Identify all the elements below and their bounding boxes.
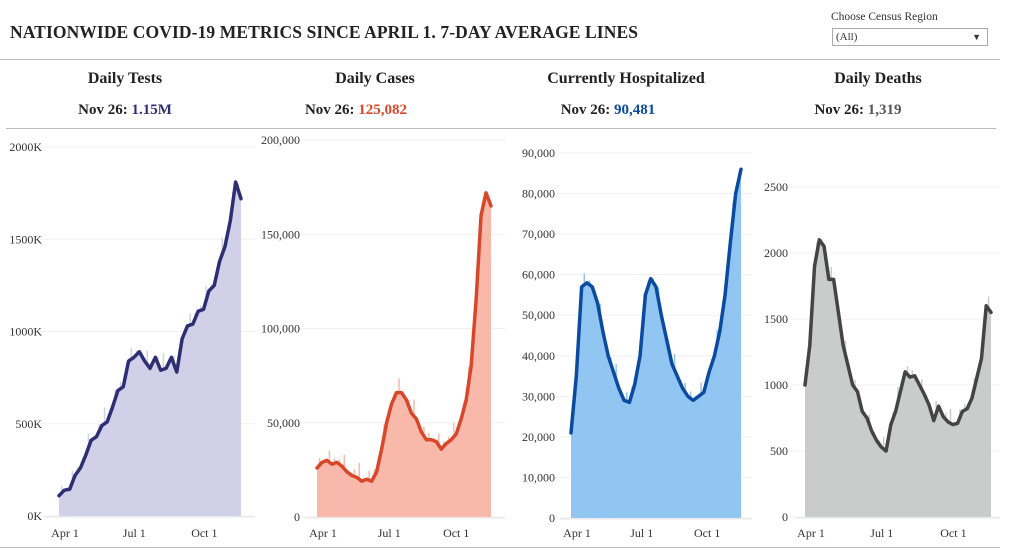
panel-value-cases: Nov 26: 125,082 bbox=[231, 102, 481, 119]
area-fill bbox=[571, 169, 741, 518]
x-tick-label: Jul 1 bbox=[378, 526, 401, 540]
chevron-down-icon: ▼ bbox=[972, 32, 981, 42]
dashboard-title: NATIONWIDE COVID-19 METRICS SINCE APRIL … bbox=[10, 22, 639, 42]
value-number: 1.15M bbox=[131, 102, 172, 118]
y-tick-label: 2000K bbox=[9, 140, 42, 154]
y-tick-label: 30,000 bbox=[522, 389, 555, 403]
avg-line bbox=[803, 238, 993, 453]
y-tick-label: 200,000 bbox=[261, 133, 300, 147]
avg-line bbox=[569, 167, 743, 435]
y-tick-label: 70,000 bbox=[522, 227, 555, 241]
avg-line bbox=[57, 180, 243, 498]
y-tick-label: 2000 bbox=[764, 246, 788, 260]
panel-value-hospitalized: Nov 26: 90,481 bbox=[483, 102, 733, 119]
y-tick-label: 10,000 bbox=[522, 470, 555, 484]
y-tick-label: 40,000 bbox=[522, 349, 555, 363]
x-tick-label: Oct 1 bbox=[191, 526, 217, 540]
y-tick-label: 90,000 bbox=[522, 146, 555, 160]
y-tick-label: 50,000 bbox=[522, 308, 555, 322]
divider bbox=[0, 59, 1000, 60]
y-tick-label: 500K bbox=[15, 417, 42, 431]
y-tick-label: 1500 bbox=[764, 312, 788, 326]
value-number: 125,082 bbox=[358, 102, 408, 118]
value-number: 1,319 bbox=[867, 102, 902, 118]
value-date: Nov 26: bbox=[304, 102, 355, 118]
x-tick-label: Oct 1 bbox=[940, 526, 966, 540]
y-tick-label: 100,000 bbox=[261, 322, 300, 336]
panel-value-deaths: Nov 26: 1,319 bbox=[733, 102, 983, 119]
y-tick-label: 0 bbox=[549, 511, 555, 525]
panel-title-tests: Daily Tests bbox=[87, 70, 163, 87]
avg-line bbox=[315, 191, 493, 483]
x-tick-label: Apr 1 bbox=[309, 526, 337, 540]
x-tick-label: Jul 1 bbox=[630, 526, 653, 540]
x-tick-label: Jul 1 bbox=[870, 526, 893, 540]
y-tick-label: 80,000 bbox=[522, 187, 555, 201]
value-date: Nov 26: bbox=[78, 102, 128, 118]
divider bbox=[6, 128, 996, 129]
y-tick-label: 1500K bbox=[9, 232, 42, 246]
y-tick-label: 0 bbox=[782, 510, 788, 524]
y-tick-label: 1000K bbox=[9, 325, 42, 339]
y-tick-label: 500 bbox=[770, 444, 788, 458]
x-tick-label: Apr 1 bbox=[563, 526, 591, 540]
region-filter-value: (All) bbox=[836, 31, 858, 43]
panel-value-tests: Nov 26: 1.15M bbox=[0, 102, 250, 119]
x-tick-label: Oct 1 bbox=[443, 526, 469, 540]
area-fill bbox=[59, 182, 241, 516]
region-filter-label: Choose Census Region bbox=[831, 11, 938, 23]
x-tick-label: Jul 1 bbox=[123, 526, 146, 540]
y-tick-label: 50,000 bbox=[267, 416, 300, 430]
y-tick-label: 60,000 bbox=[522, 268, 555, 282]
y-tick-label: 0K bbox=[27, 509, 42, 523]
panel-title-hospitalized: Currently Hospitalized bbox=[547, 70, 705, 87]
panel-title-cases: Daily Cases bbox=[335, 70, 415, 87]
x-tick-label: Apr 1 bbox=[797, 526, 825, 540]
area-fill bbox=[805, 239, 991, 518]
x-tick-label: Apr 1 bbox=[51, 526, 79, 540]
y-tick-label: 0 bbox=[294, 510, 300, 524]
region-filter-dropdown[interactable]: (All) ▼ bbox=[832, 28, 988, 46]
y-tick-label: 20,000 bbox=[522, 430, 555, 444]
x-tick-label: Oct 1 bbox=[694, 526, 720, 540]
value-date: Nov 26: bbox=[814, 102, 865, 118]
y-tick-label: 2500 bbox=[764, 180, 788, 194]
value-date: Nov 26: bbox=[560, 102, 611, 118]
y-tick-label: 1000 bbox=[764, 378, 788, 392]
panel-title-deaths: Daily Deaths bbox=[834, 70, 922, 87]
y-tick-label: 150,000 bbox=[261, 227, 300, 241]
divider bbox=[0, 547, 1000, 548]
value-number: 90,481 bbox=[614, 102, 656, 118]
